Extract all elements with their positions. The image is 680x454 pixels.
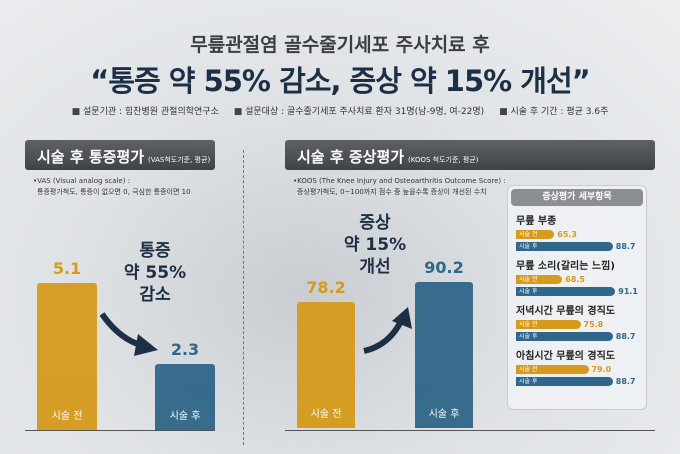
baseline — [25, 430, 215, 431]
pain-subtitle: (VAS척도기준, 평균) — [148, 156, 211, 164]
vas-note-1: •VAS (Visual analog scale) : — [33, 177, 131, 185]
bar-value-label: 2.3 — [170, 339, 200, 359]
bar-category-label: 시술 전 — [310, 408, 342, 420]
detail-item-name: 저녁시간 무릎의 경직도 — [516, 306, 615, 317]
up-arrow-icon — [363, 307, 412, 354]
detail-bar-before: 시술 전 — [516, 319, 581, 329]
detail-bar-after: 시술 후 — [516, 376, 613, 386]
symptom-subtitle: (KOOS 척도기준, 평균) — [408, 156, 479, 164]
detail-value-after: 88.7 — [615, 376, 636, 386]
pain-annotation-3: 감소 — [139, 285, 171, 305]
detail-value-before: 75.8 — [583, 319, 604, 329]
koos-note-2: 증상평가척도, 0~100까지 점수 중 높을수록 증상이 개선된 수치 — [297, 188, 487, 196]
detail-row-after: 시술 후 88.7 — [516, 241, 638, 251]
section-divider — [243, 150, 244, 445]
detail-value-before: 65.3 — [557, 229, 577, 239]
detail-panel-title: 증상평가 세부항목 — [511, 189, 643, 206]
bar-after: 시술 후 — [155, 363, 215, 430]
detail-bar-before: 시술 전 — [516, 274, 563, 284]
symptom-title: 시술 후 증상평가 — [297, 148, 405, 166]
detail-value-after: 88.7 — [615, 331, 636, 341]
title-line1: 무릎관절염 골수줄기세포 주사치료 후 — [190, 34, 490, 56]
baseline — [285, 430, 655, 431]
symptom-annotation-2: 약 15% — [343, 235, 407, 255]
detail-item-name: 무릎 소리(갈리는 느낌) — [516, 261, 615, 272]
detail-bar-after: 시술 후 — [516, 331, 613, 341]
detail-row-before: 시술 전 75.8 — [516, 319, 638, 329]
detail-bar-before: 시술 전 — [516, 229, 555, 239]
info-period: 시술 후 기간 : 평균 3.6주 — [499, 107, 608, 117]
detail-panel: 증상평가 세부항목 무릎 부종 시술 전 65.3 시술 후 88.7 무릎 소리(갈리는… — [507, 185, 647, 410]
symptom-annotation-1: 증상 — [359, 213, 391, 233]
vas-note-2: 통증평가척도, 통증이 없으면 0, 극심한 통증이면 10 — [37, 188, 191, 196]
pain-annotation: 통증 약 55% 감소 — [115, 240, 195, 306]
bar-category-label: 시술 전 — [51, 411, 83, 422]
bar-category-label: 시술 후 — [428, 408, 460, 420]
detail-row-after: 시술 후 91.1 — [516, 286, 638, 296]
koos-note: •KOOS (The Knee Injury and Osteoarthriti… — [293, 176, 506, 198]
bar-value-label: 90.2 — [424, 258, 464, 278]
detail-bar-after: 시술 후 — [516, 286, 616, 296]
detail-row-before: 시술 전 68.5 — [516, 274, 638, 284]
detail-row-after: 시술 후 88.7 — [516, 376, 638, 386]
pain-annotation-2: 약 55% — [123, 263, 187, 283]
detail-value-before: 68.5 — [565, 274, 585, 284]
info-institution: 설문기관 : 힘찬병원 관절의학연구소 — [72, 107, 219, 117]
bar-before: 시술 전 — [297, 301, 355, 428]
detail-row-after: 시술 후 88.7 — [516, 331, 638, 341]
detail-item-name: 아침시간 무릎의 경직도 — [516, 351, 615, 362]
vas-note: •VAS (Visual analog scale) : 통증평가척도, 통증이 … — [33, 176, 191, 198]
symptom-annotation: 증상 약 15% 개선 — [335, 212, 415, 278]
info-subjects: 설문대상 : 골수줄기세포 주사치료 환자 31명(남-9명, 여-22명) — [234, 107, 484, 117]
pain-section-header: 시술 후 통증평가 (VAS척도기준, 평균) — [25, 140, 215, 170]
bar-before: 시술 전 — [37, 283, 97, 430]
pain-title: 시술 후 통증평가 — [37, 148, 145, 166]
bar-after: 시술 후 — [415, 282, 473, 428]
detail-row-before: 시술 전 79.0 — [516, 364, 638, 374]
down-arrow-icon — [100, 312, 158, 356]
detail-bar-after: 시술 후 — [516, 241, 613, 251]
detail-row-before: 시술 전 65.3 — [516, 229, 638, 239]
detail-value-after: 88.7 — [615, 241, 636, 251]
symptom-annotation-3: 개선 — [359, 257, 391, 277]
bar-category-label: 시술 후 — [169, 410, 201, 422]
detail-bar-before: 시술 전 — [516, 364, 589, 374]
bar-value-label: 5.1 — [52, 259, 82, 278]
detail-value-before: 79.0 — [591, 364, 612, 374]
koos-note-1: •KOOS (The Knee Injury and Osteoarthriti… — [293, 177, 506, 185]
symptom-section-header: 시술 후 증상평가 (KOOS 척도기준, 평균) — [285, 140, 655, 170]
survey-info: 설문기관 : 힘찬병원 관절의학연구소 설문대상 : 골수줄기세포 주사치료 환… — [0, 104, 680, 117]
title-line2: “통증 약 55% 감소, 증상 약 15% 개선” — [90, 64, 590, 98]
detail-item-name: 무릎 부종 — [516, 216, 557, 227]
detail-value-after: 91.1 — [618, 286, 638, 296]
detail-item: 무릎 소리(갈리는 느낌) 시술 전 68.5 시술 후 91.1 — [508, 257, 646, 296]
pain-annotation-1: 통증 — [139, 241, 171, 261]
bar-value-label: 78.2 — [306, 277, 346, 297]
